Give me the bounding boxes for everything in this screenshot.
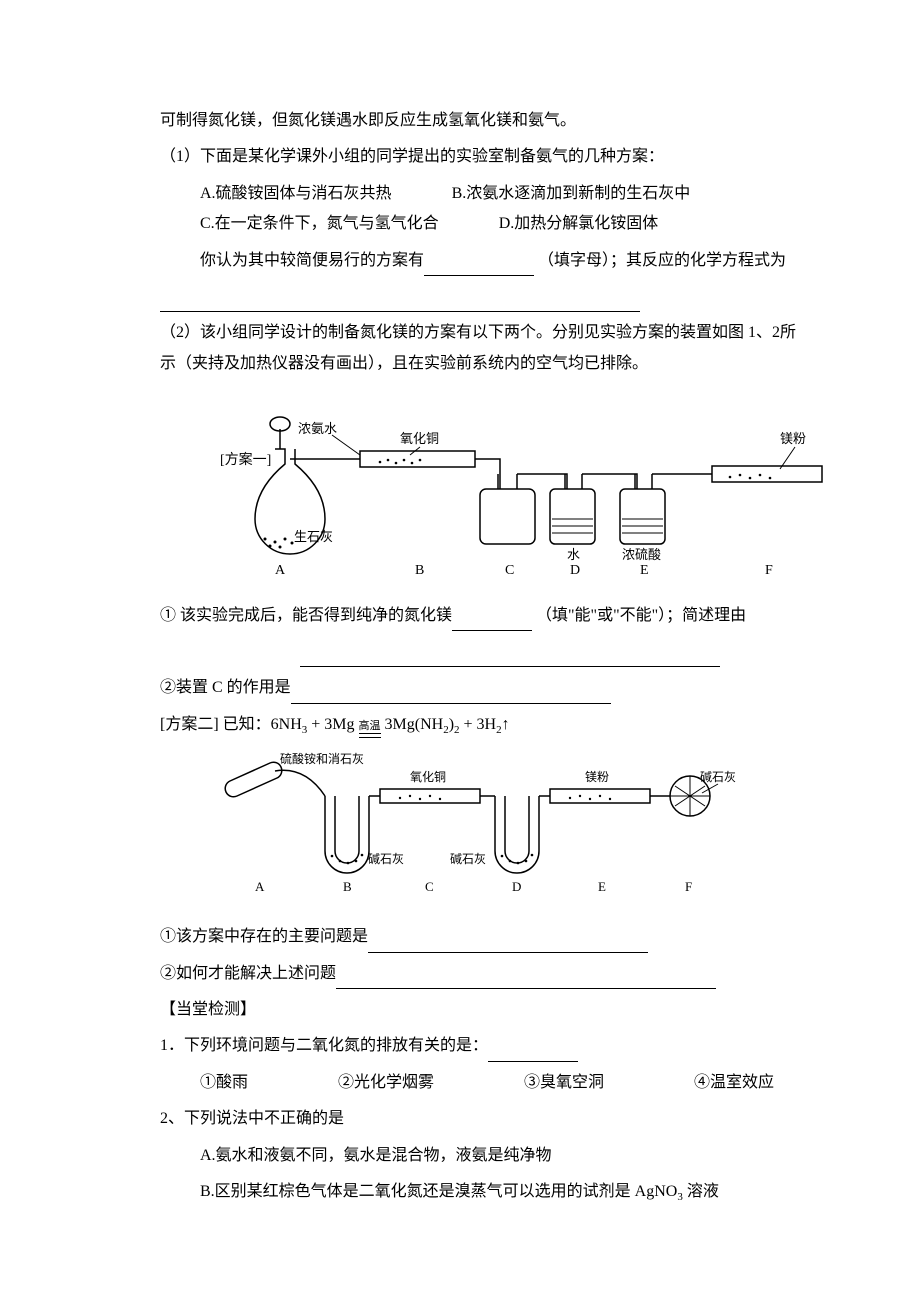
svg-text:镁粉: 镁粉 [585,770,609,784]
svg-text:水: 水 [567,547,580,562]
svg-text:碱石灰: 碱石灰 [368,852,404,866]
c2-opt-b: B.区别某红棕色气体是二氧化氮还是溴蒸气可以选用的试剂是 AgNO3 溶液 [160,1177,800,1208]
svg-text:氧化铜: 氧化铜 [400,431,439,446]
c1-stem: 1．下列环境问题与二氧化氮的排放有关的是： [160,1037,488,1054]
q1-prompt-b: （填字母）；其反应的化学方程式为 [538,252,786,269]
q2-2-blank [291,684,611,704]
q2-1-stem-a: ① 该实验完成后，能否得到纯净的氮化镁 [160,607,452,624]
svg-text:碱石灰: 碱石灰 [450,852,486,866]
svg-text:硫酸铵和消石灰: 硫酸铵和消石灰 [280,751,364,766]
q2-1-blank1 [452,611,532,631]
q1-opt-c: C.在一定条件下，氮气与氢气化合 [200,209,439,239]
svg-text:B: B [343,879,352,894]
intro-text: 可制得氮化镁，但氮化镁遇水即反应生成氢氧化镁和氨气。 [160,106,800,136]
c1-o1: ①酸雨 [200,1068,248,1098]
svg-text:C: C [425,879,434,894]
svg-text:F: F [685,879,692,894]
check-heading: 【当堂检测】 [160,995,800,1025]
svg-text:生石灰: 生石灰 [294,529,333,544]
figure-2: 硫酸铵和消石灰 氧化铜 镁粉 碱石灰 碱石灰 碱石灰 A B C D E F [220,751,800,912]
fig1-plan-label: [方案一] [220,451,271,468]
figure-1: [方案一] 浓氨水 氧化铜 镁粉 生石灰 水 浓硫酸 A B C D E F [220,389,800,590]
svg-text:F: F [765,563,773,578]
c1-o2: ②光化学烟雾 [338,1068,434,1098]
svg-text:D: D [512,879,521,894]
q2b-2-blank [336,969,716,989]
svg-text:E: E [598,879,606,894]
q1-blank-letter [424,256,534,276]
svg-text:浓硫酸: 浓硫酸 [622,547,661,562]
svg-text:C: C [505,563,514,578]
c2-stem: 2、下列说法中不正确的是 [160,1104,800,1134]
c1-blank [488,1042,578,1062]
svg-text:D: D [570,563,580,578]
svg-text:E: E [640,563,649,578]
svg-text:氧化铜: 氧化铜 [410,769,446,784]
q2b-1-blank [368,932,648,952]
q1-stem: （1）下面是某化学课外小组的同学提出的实验室制备氨气的几种方案： [160,142,800,172]
svg-text:A: A [255,879,265,894]
svg-text:A: A [275,563,286,578]
c1-o3: ③臭氧空洞 [524,1068,604,1098]
svg-text:镁粉: 镁粉 [780,431,806,446]
c1-o4: ④温室效应 [694,1068,774,1098]
q2-2-stem: ②装置 C 的作用是 [160,679,291,696]
q2-1-stem-b: （填"能"或"不能"）；简述理由 [536,607,746,624]
q1-blank-equation [160,292,640,312]
svg-text:浓氨水: 浓氨水 [298,421,337,436]
q2-stem: （2）该小组同学设计的制备氮化镁的方案有以下两个。分别见实验方案的装置如图 1、… [160,318,800,379]
q2-1-blank2 [300,647,720,667]
q2b-2-stem: ②如何才能解决上述问题 [160,965,336,982]
q1-prompt-a: 你认为其中较简便易行的方案有 [200,252,424,269]
c2-opt-a: A.氨水和液氨不同，氨水是混合物，液氨是纯净物 [160,1141,800,1171]
plan2-heading: [方案二] 已知：6NH3 + 3Mg 高温 3Mg(NH2)2 + 3H2↑ [160,710,800,741]
q1-opt-a: A.硫酸铵固体与消石灰共热 [200,179,392,209]
q1-opt-d: D.加热分解氯化铵固体 [499,209,659,239]
svg-text:碱石灰: 碱石灰 [700,770,736,784]
q1-opt-b: B.浓氨水逐滴加到新制的生石灰中 [452,179,691,209]
svg-text:B: B [415,563,424,578]
q2b-1-stem: ①该方案中存在的主要问题是 [160,928,368,945]
